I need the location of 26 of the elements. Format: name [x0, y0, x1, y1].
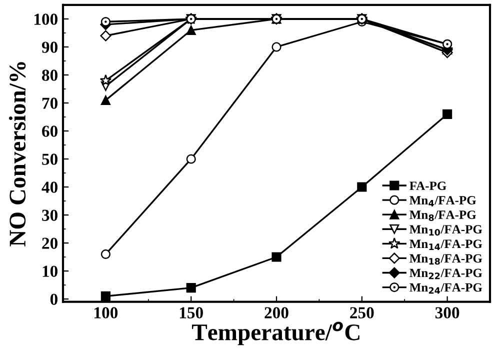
y-tick-label: 10 [42, 266, 58, 277]
legend-label: Mn$_{22}$/FA-PG [410, 268, 482, 280]
y-tick-label: 80 [42, 70, 58, 81]
x-tick-label: 300 [435, 307, 460, 318]
legend-label: Mn$_{18}$/FA-PG [410, 254, 482, 265]
y-axis-title: NO Conversion/% [8, 62, 26, 246]
y-tick-label: 70 [42, 98, 58, 109]
legend-label: Mn$_{4}$/FA-PG [410, 196, 476, 206]
x-axis-title: Temperature/$^{o}$C [192, 322, 360, 346]
legend-label: Mn$_{24}$/FA-PG [410, 283, 482, 294]
y-tick-label: 20 [42, 238, 58, 249]
x-tick-label: 100 [94, 307, 118, 318]
y-tick-label: 30 [42, 210, 58, 221]
legend-label: FA-PG [410, 182, 446, 190]
y-tick-label: 100 [34, 14, 58, 25]
x-tick-label: 150 [180, 307, 203, 318]
y-tick-label: 50 [42, 154, 58, 165]
y-tick-label: 90 [42, 42, 58, 53]
legend-label: Mn$_{10}$/FA-PG [410, 225, 482, 236]
x-tick-label: 250 [350, 307, 374, 318]
legend-label: Mn$_{8}$/FA-PG [410, 210, 476, 222]
y-tick-label: 0 [50, 294, 58, 305]
y-tick-label: 60 [42, 126, 58, 137]
x-tick-label: 200 [264, 307, 288, 318]
legend-label: Mn$_{14}$/FA-PG [410, 240, 482, 250]
y-tick-label: 40 [42, 182, 58, 193]
